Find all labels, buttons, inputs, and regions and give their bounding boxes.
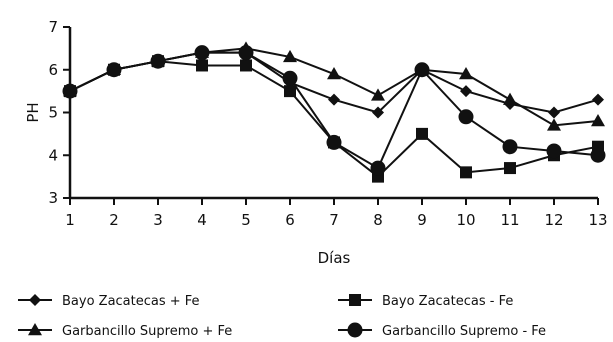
data-point — [547, 118, 561, 131]
data-point — [460, 166, 472, 179]
y-tick-label: 3 — [48, 189, 58, 207]
data-point — [196, 59, 208, 72]
data-point — [502, 139, 518, 155]
data-point — [106, 62, 122, 78]
y-axis-title: PH — [24, 102, 42, 122]
legend-label: Garbancillo Supremo - Fe — [382, 324, 546, 339]
legend-item: Bayo Zacatecas - Fe — [338, 294, 513, 309]
y-tick-label: 5 — [48, 104, 58, 122]
data-point — [284, 85, 296, 98]
data-point — [460, 85, 472, 98]
x-axis-title: Días — [318, 249, 351, 267]
legend-label: Bayo Zacatecas + Fe — [62, 294, 200, 309]
y-tick-label: 4 — [48, 146, 58, 164]
legend-label: Bayo Zacatecas - Fe — [382, 294, 513, 309]
x-tick-label: 1 — [65, 211, 75, 229]
data-point — [194, 45, 210, 61]
data-point — [370, 160, 386, 176]
data-point — [503, 92, 517, 105]
x-tick-label: 6 — [285, 211, 295, 229]
data-point — [414, 62, 430, 78]
data-point — [592, 93, 604, 106]
data-point — [371, 88, 385, 101]
legend-marker — [347, 322, 363, 338]
data-point — [504, 162, 516, 175]
x-tick-label: 3 — [153, 211, 163, 229]
data-point — [546, 143, 562, 159]
data-point — [591, 114, 605, 127]
x-tick-label: 2 — [109, 211, 119, 229]
legend-marker — [349, 294, 361, 306]
x-tick-label: 11 — [500, 211, 519, 229]
data-point — [327, 67, 341, 80]
data-point — [458, 109, 474, 125]
x-tick-label: 8 — [373, 211, 383, 229]
series-line — [69, 47, 599, 127]
data-point — [416, 127, 428, 140]
data-point — [326, 134, 342, 150]
legend-item: Garbancillo Supremo + Fe — [18, 323, 232, 339]
legend-marker — [28, 323, 42, 336]
data-point — [548, 106, 560, 119]
x-tick-label: 5 — [241, 211, 251, 229]
data-point — [459, 67, 473, 80]
legend: Bayo Zacatecas + Fe Bayo Zacatecas - Fe Ga… — [18, 294, 546, 339]
x-tick-label: 4 — [197, 211, 207, 229]
y-tick-label: 7 — [48, 18, 58, 36]
data-point — [62, 83, 78, 99]
x-tick-label: 7 — [329, 211, 339, 229]
data-point — [238, 45, 254, 61]
data-point — [240, 59, 252, 72]
data-point — [590, 147, 606, 163]
series-layer — [62, 41, 606, 183]
data-point — [283, 49, 297, 63]
series-triangle — [63, 41, 605, 131]
data-point — [372, 106, 384, 119]
x-tick-label: 9 — [417, 211, 427, 229]
data-point — [328, 93, 340, 106]
legend-label: Garbancillo Supremo + Fe — [62, 324, 232, 339]
data-point — [150, 53, 166, 69]
y-tick-label: 6 — [48, 61, 58, 79]
data-point — [282, 70, 298, 86]
legend-marker — [29, 294, 41, 306]
legend-item: Garbancillo Supremo - Fe — [338, 322, 546, 339]
series-circle — [62, 45, 606, 176]
x-tick-label: 10 — [456, 211, 475, 229]
x-tick-label: 13 — [588, 211, 607, 229]
x-tick-label: 12 — [544, 211, 563, 229]
legend-item: Bayo Zacatecas + Fe — [18, 294, 200, 309]
